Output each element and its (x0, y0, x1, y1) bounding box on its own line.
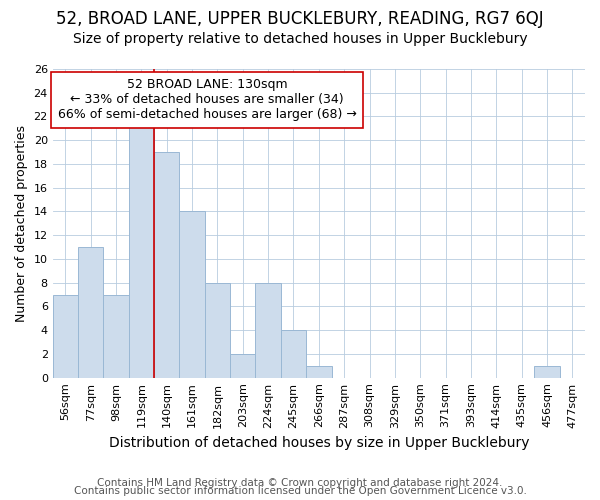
Bar (179, 212, 205, 378)
Text: Contains public sector information licensed under the Open Government Licence v3: Contains public sector information licen… (74, 486, 526, 496)
Bar (256, 282, 281, 378)
Bar (306, 366, 332, 378)
Bar (129, 116, 154, 378)
Bar (103, 294, 129, 378)
Text: 52, BROAD LANE, UPPER BUCKLEBURY, READING, RG7 6QJ: 52, BROAD LANE, UPPER BUCKLEBURY, READIN… (56, 10, 544, 28)
Bar (281, 330, 306, 378)
Text: Contains HM Land Registry data © Crown copyright and database right 2024.: Contains HM Land Registry data © Crown c… (97, 478, 503, 488)
Bar (78, 247, 103, 378)
Bar (535, 366, 560, 378)
Bar (53, 294, 78, 378)
Text: 52 BROAD LANE: 130sqm
← 33% of detached houses are smaller (34)
66% of semi-deta: 52 BROAD LANE: 130sqm ← 33% of detached … (58, 78, 356, 122)
Bar (230, 354, 256, 378)
Bar (154, 152, 179, 378)
X-axis label: Distribution of detached houses by size in Upper Bucklebury: Distribution of detached houses by size … (109, 436, 529, 450)
Bar (205, 282, 230, 378)
Text: Size of property relative to detached houses in Upper Bucklebury: Size of property relative to detached ho… (73, 32, 527, 46)
Y-axis label: Number of detached properties: Number of detached properties (15, 125, 28, 322)
